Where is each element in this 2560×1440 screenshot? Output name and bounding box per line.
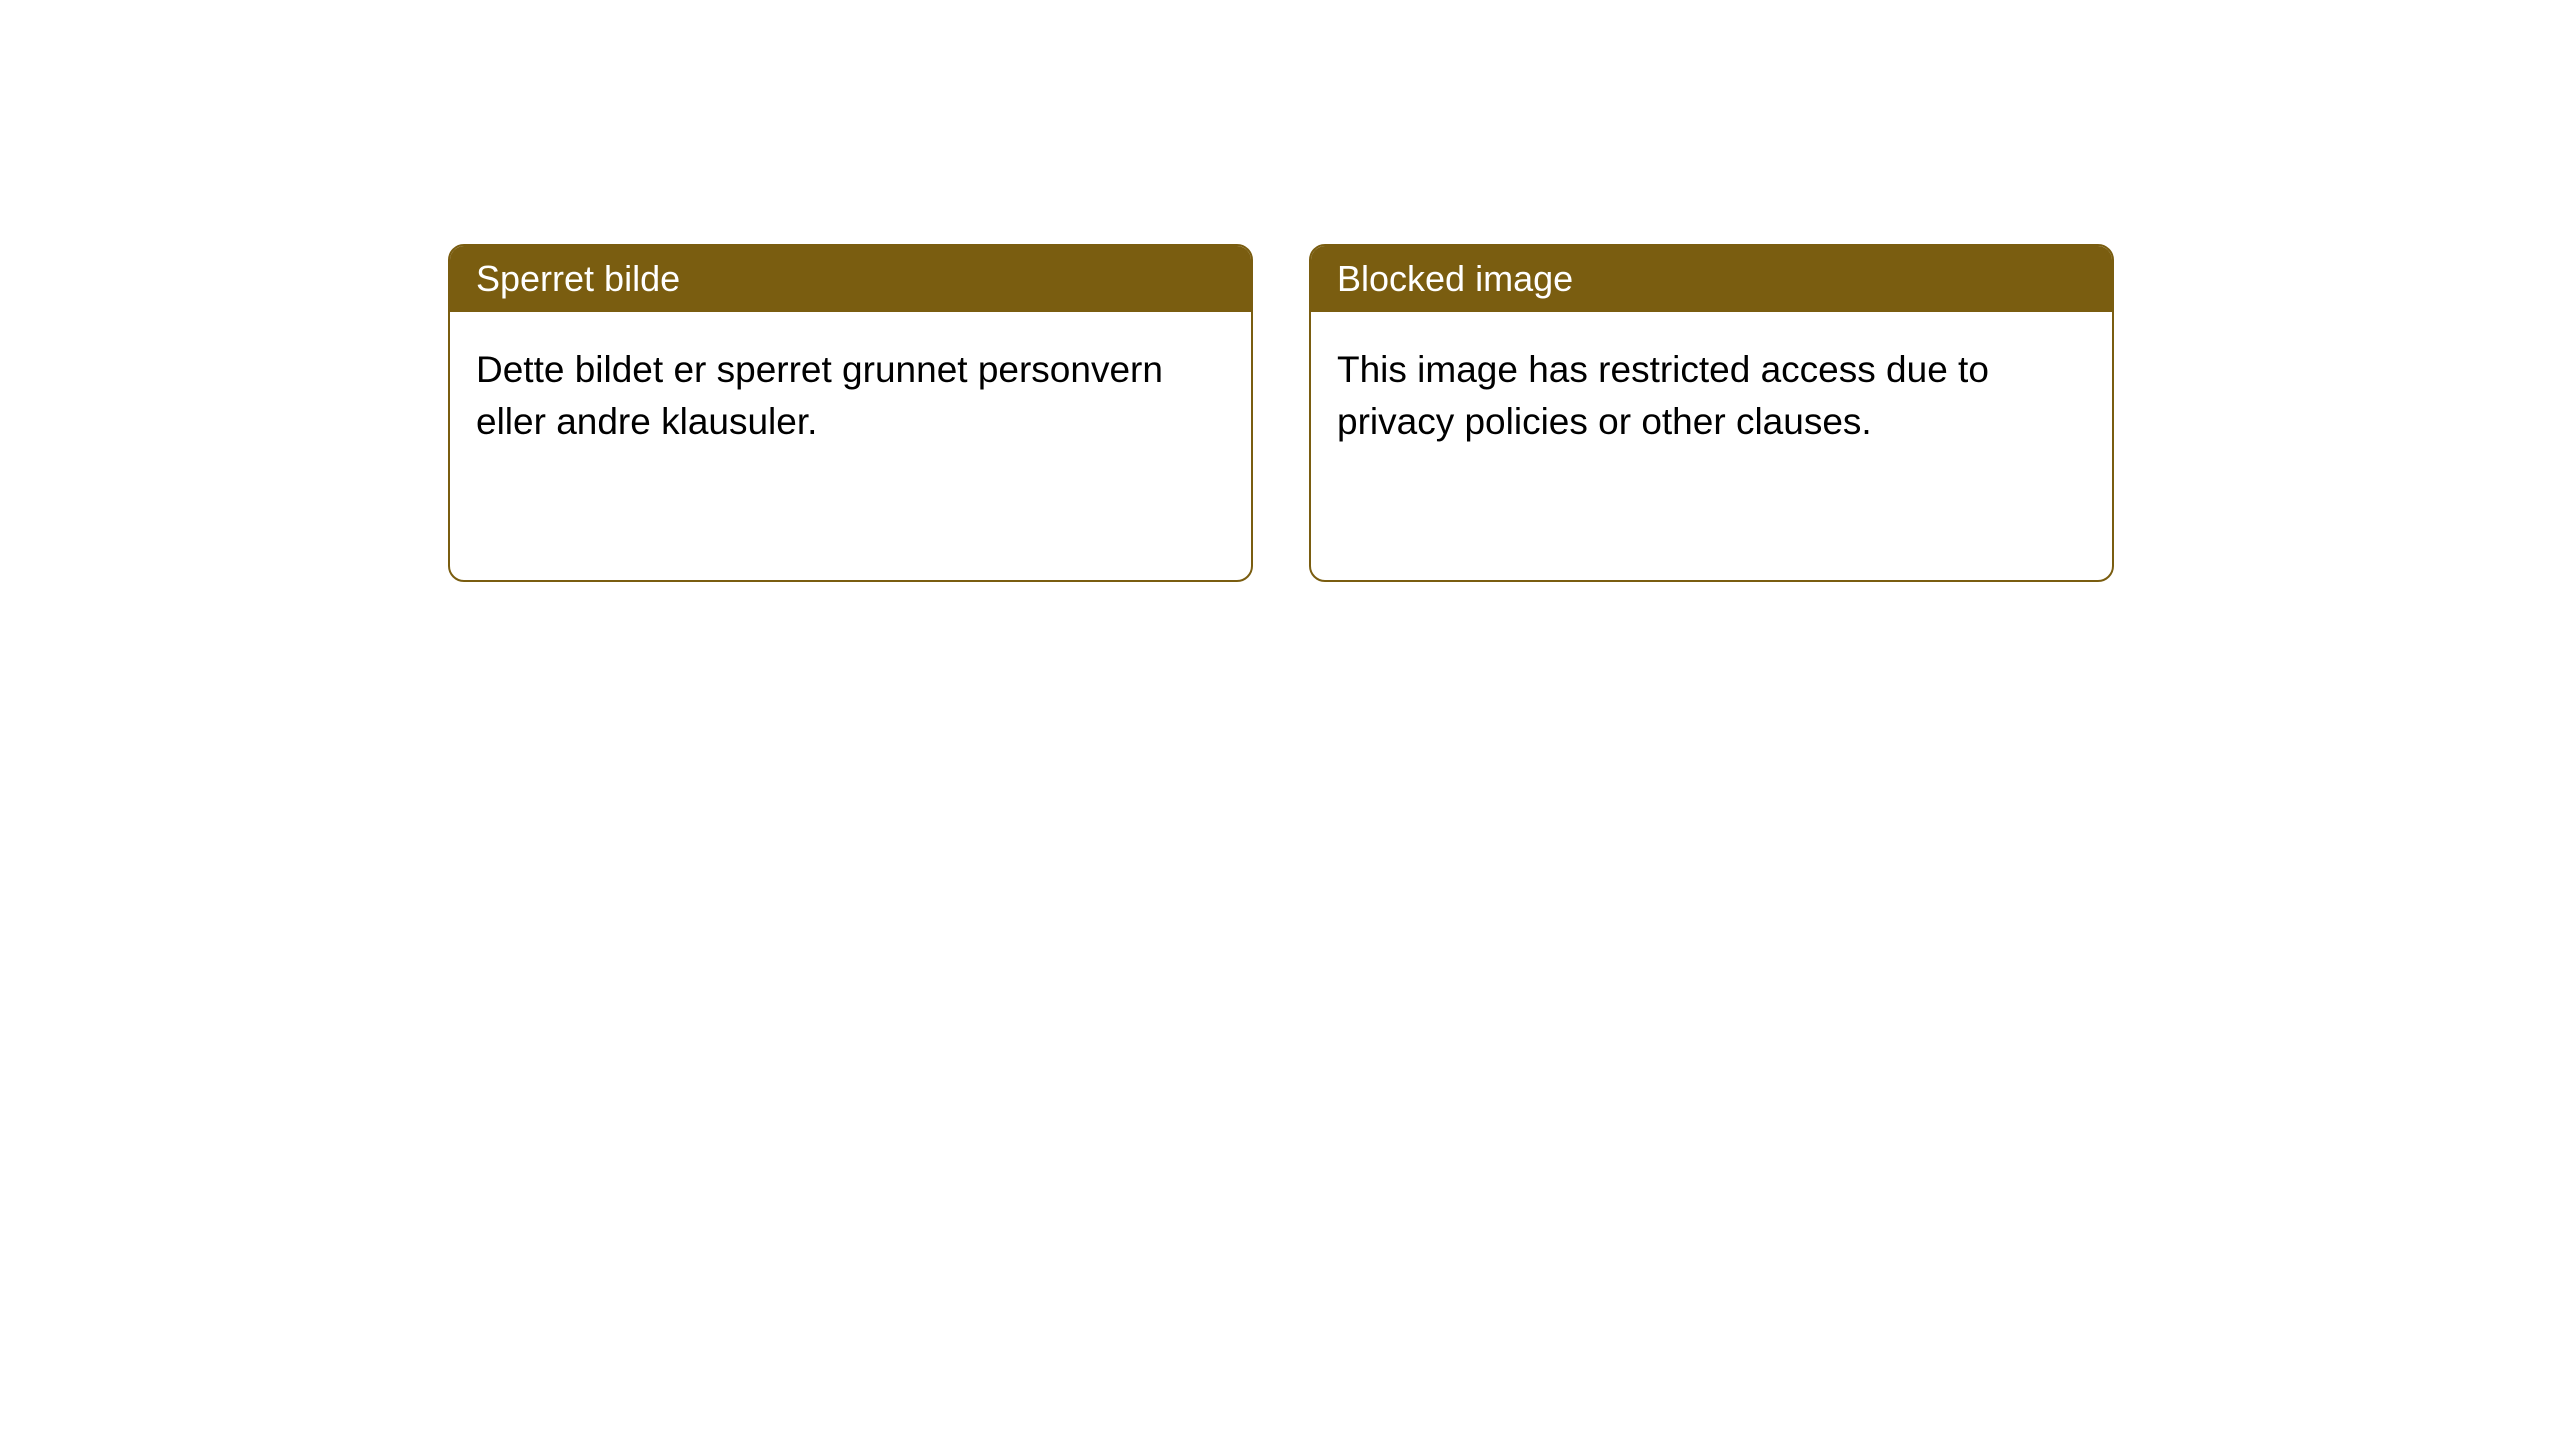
notice-body: Dette bildet er sperret grunnet personve… [450,312,1251,480]
notice-title: Sperret bilde [476,258,680,299]
notice-header: Sperret bilde [450,246,1251,312]
notice-title: Blocked image [1337,258,1573,299]
notice-body: This image has restricted access due to … [1311,312,2112,480]
notice-card-norwegian: Sperret bilde Dette bildet er sperret gr… [448,244,1253,582]
notice-text: Dette bildet er sperret grunnet personve… [476,349,1163,442]
notice-card-english: Blocked image This image has restricted … [1309,244,2114,582]
notice-text: This image has restricted access due to … [1337,349,1989,442]
notice-header: Blocked image [1311,246,2112,312]
notice-container: Sperret bilde Dette bildet er sperret gr… [0,0,2560,582]
